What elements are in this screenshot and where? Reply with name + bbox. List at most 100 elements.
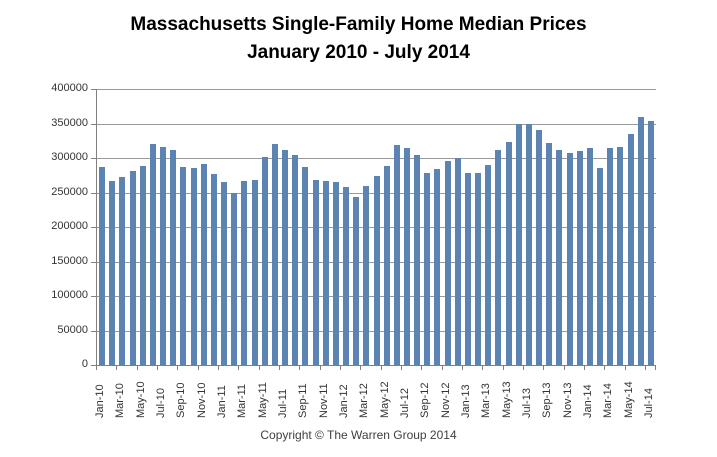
x-axis-label: Nov-13 [561,382,574,418]
bar-Jul-14 [647,121,654,365]
bar-Jan-11 [221,182,228,365]
x-axis-label: May-10 [134,381,147,418]
x-axis-label: Jan-10 [94,384,107,418]
chart-title: Massachusetts Single-Family Home Median … [130,14,587,35]
x-axis-label: Jul-11 [277,388,290,418]
x-axis-tick [319,366,321,370]
x-axis-label: Mar-10 [114,383,127,418]
x-axis-tick [197,366,199,370]
bar-Aug-12 [414,155,421,365]
bar-Sep-13 [546,142,553,365]
bar-Oct-10 [190,168,197,365]
bar-Jul-11 [282,150,289,365]
y-gridline [97,123,656,125]
x-axis-label: Jan-14 [581,384,594,418]
x-axis-tick [96,366,97,370]
x-axis-label: Jul-12 [398,388,411,418]
x-axis-tick [655,366,656,370]
x-axis-label: Nov-10 [195,382,208,418]
x-axis-label: Jan-11 [216,385,229,418]
plot-area [96,89,656,366]
bar-Oct-13 [556,150,563,365]
x-axis-label: Mar-11 [236,383,249,418]
x-axis-tick [604,366,606,370]
x-axis-tick [400,366,402,370]
x-axis-label: Sep-13 [541,382,554,418]
bar-Jan-10 [99,166,106,365]
y-axis-label: 150000 [51,254,88,267]
x-axis-label: Jan-12 [338,384,350,418]
y-axis-label: 300000 [51,151,88,163]
bar-Aug-13 [536,130,543,365]
y-axis-tick [91,330,96,332]
y-axis-label: 50000 [57,323,88,336]
bar-Dec-13 [576,151,583,365]
bar-Nov-10 [200,164,207,365]
bar-May-12 [383,166,390,365]
bar-Apr-10 [129,171,136,365]
bar-Mar-11 [241,180,248,365]
bar-Dec-10 [210,173,217,365]
y-axis-tick [91,158,96,159]
x-axis-label: Mar-13 [480,383,493,418]
bar-Feb-13 [475,172,482,365]
bar-Jun-12 [393,144,400,365]
y-axis-tick [91,227,96,228]
x-axis-tick [502,366,504,370]
x-axis-tick [339,366,341,370]
x-axis-tick [177,366,179,370]
x-axis-label: May-13 [500,381,513,418]
bar-Jun-14 [637,116,644,365]
x-axis-tick [421,366,423,370]
bar-May-10 [139,166,146,365]
x-axis-label: Mar-14 [602,383,615,418]
x-axis-label: May-11 [256,382,269,418]
x-axis-label: Nov-12 [439,382,452,418]
copyright-text: Copyright © The Warren Group 2014 [260,428,457,442]
x-axis-tick [583,366,585,370]
y-axis-label: 350000 [51,116,88,129]
x-axis-tick [360,366,362,370]
bar-Apr-13 [495,149,502,365]
x-axis-tick [624,366,626,370]
x-axis-label: Jan-13 [459,384,472,418]
x-axis-tick [299,366,301,370]
bar-Mar-14 [607,147,614,365]
x-axis-tick [380,366,382,370]
x-axis-tick [156,366,158,370]
y-axis-tick [91,296,96,297]
x-axis-tick [238,366,240,370]
bar-Dec-12 [454,158,461,365]
bar-Apr-11 [251,180,258,365]
y-axis-label: 0 [81,358,88,370]
bar-Aug-11 [292,155,299,365]
x-axis-label: May-14 [622,381,635,418]
bar-Sep-10 [180,166,187,365]
bar-Dec-11 [332,182,339,365]
x-axis-tick [441,366,443,370]
bar-Sep-11 [302,166,309,365]
bar-Jun-11 [271,144,278,365]
x-axis-tick [482,366,484,370]
bar-Feb-14 [597,168,604,365]
bar-May-11 [261,156,268,365]
y-gridline [97,89,656,90]
x-axis-tick [543,366,545,370]
y-gridline [97,158,656,159]
y-axis-tick [91,123,96,125]
x-axis-label: May-12 [378,381,391,418]
chart-subtitle: January 2010 - July 2014 [247,42,470,63]
x-axis-tick [136,366,138,370]
x-axis-tick [644,366,646,370]
x-axis-label: Mar-12 [358,383,371,418]
bar-Sep-12 [424,173,431,365]
x-axis-tick [217,366,219,370]
x-axis-label: Sep-12 [419,382,432,418]
bar-Jan-13 [464,173,471,365]
y-axis-label: 400000 [51,82,88,94]
bar-Mar-10 [119,176,126,365]
bar-Apr-12 [373,175,380,365]
bar-Apr-14 [617,146,624,365]
x-axis-label: Sep-10 [175,382,188,418]
y-axis-label: 250000 [51,185,88,198]
